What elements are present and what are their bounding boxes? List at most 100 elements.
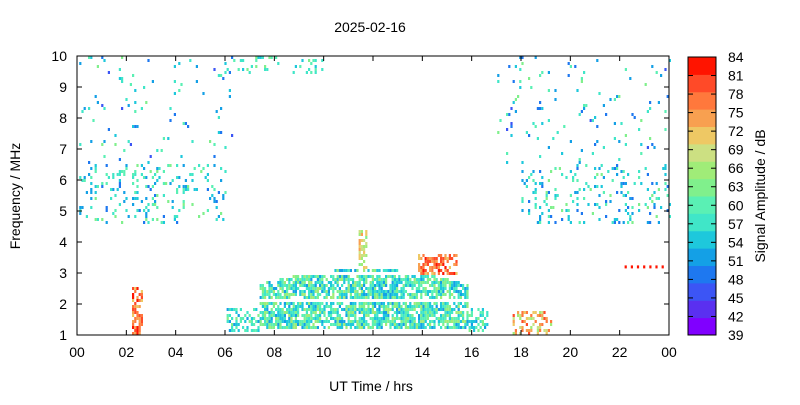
heatmap-cell bbox=[132, 203, 135, 206]
heatmap-cell bbox=[462, 311, 465, 314]
heatmap-cell bbox=[308, 302, 311, 305]
heatmap-cell bbox=[459, 296, 462, 299]
colorbar-band bbox=[688, 248, 716, 266]
heatmap-cell bbox=[378, 320, 381, 323]
heatmap-cell bbox=[431, 311, 434, 314]
heatmap-cell bbox=[532, 311, 535, 314]
heatmap-cell bbox=[162, 182, 165, 185]
heatmap-cell bbox=[319, 281, 322, 284]
heatmap-cell bbox=[448, 272, 451, 275]
heatmap-cell bbox=[596, 185, 599, 188]
heatmap-cell bbox=[451, 311, 454, 314]
heatmap-cell bbox=[664, 68, 667, 71]
heatmap-cell bbox=[404, 326, 407, 329]
heatmap-cell bbox=[250, 329, 253, 332]
heatmap-cell bbox=[426, 290, 429, 293]
heatmap-cell bbox=[275, 323, 278, 326]
heatmap-cell bbox=[376, 281, 379, 284]
heatmap-cell bbox=[580, 212, 583, 215]
heatmap-cell bbox=[246, 317, 249, 320]
heatmap-cell bbox=[409, 281, 412, 284]
heatmap-cell bbox=[536, 326, 539, 329]
heatmap-cell bbox=[448, 308, 451, 311]
heatmap-cell bbox=[545, 194, 548, 197]
heatmap-cell bbox=[358, 248, 361, 251]
heatmap-cell bbox=[323, 284, 326, 287]
heatmap-cell bbox=[81, 110, 84, 113]
heatmap-cell bbox=[90, 167, 93, 170]
heatmap-cell bbox=[649, 197, 652, 200]
heatmap-cell bbox=[215, 200, 218, 203]
heatmap-cell bbox=[649, 265, 652, 269]
heatmap-cell bbox=[466, 311, 469, 314]
heatmap-cell bbox=[330, 287, 333, 290]
heatmap-cell bbox=[365, 308, 368, 311]
heatmap-cell bbox=[283, 293, 286, 296]
heatmap-cell bbox=[319, 287, 322, 290]
heatmap-cell bbox=[578, 188, 581, 191]
heatmap-cell bbox=[134, 290, 137, 293]
heatmap-cell bbox=[310, 308, 313, 311]
heatmap-cell bbox=[226, 320, 229, 323]
heatmap-cell bbox=[314, 302, 317, 305]
heatmap-cell bbox=[534, 56, 537, 59]
heatmap-cell bbox=[378, 290, 381, 293]
heatmap-cell bbox=[554, 197, 557, 200]
heatmap-cell bbox=[94, 218, 97, 221]
heatmap-cell bbox=[407, 314, 410, 317]
heatmap-cell bbox=[343, 281, 346, 284]
heatmap-cell bbox=[314, 296, 317, 299]
heatmap-cell bbox=[140, 293, 143, 296]
heatmap-cell bbox=[653, 146, 656, 149]
heatmap-cell bbox=[244, 314, 247, 317]
heatmap-cell bbox=[224, 170, 227, 173]
heatmap-cell bbox=[442, 260, 445, 263]
heatmap-cell bbox=[369, 326, 372, 329]
heatmap-cell bbox=[649, 221, 652, 224]
heatmap-cell bbox=[539, 326, 542, 329]
heatmap-cell bbox=[541, 122, 544, 125]
heatmap-cell bbox=[132, 305, 135, 308]
heatmap-cell bbox=[459, 314, 462, 317]
heatmap-cell bbox=[646, 221, 649, 224]
heatmap-cell bbox=[365, 281, 368, 284]
heatmap-cell bbox=[525, 323, 528, 326]
heatmap-cell bbox=[387, 302, 390, 305]
heatmap-cell bbox=[334, 311, 337, 314]
colorbar-band bbox=[688, 109, 716, 127]
heatmap-cell bbox=[398, 323, 401, 326]
heatmap-cell bbox=[435, 296, 438, 299]
heatmap-cell bbox=[321, 287, 324, 290]
heatmap-cell bbox=[235, 326, 238, 329]
heatmap-cell bbox=[629, 218, 632, 221]
heatmap-cell bbox=[338, 323, 341, 326]
heatmap-cell bbox=[292, 302, 295, 305]
heatmap-cell bbox=[433, 257, 436, 260]
heatmap-cell bbox=[442, 287, 445, 290]
heatmap-cell bbox=[266, 281, 269, 284]
heatmap-cell bbox=[371, 302, 374, 305]
heatmap-cell bbox=[446, 272, 449, 275]
heatmap-cell bbox=[655, 197, 658, 200]
heatmap-cell bbox=[255, 329, 258, 332]
heatmap-cell bbox=[455, 305, 458, 308]
heatmap-cell bbox=[396, 314, 399, 317]
heatmap-cell bbox=[88, 107, 91, 110]
colorbar-tick-label: 45 bbox=[728, 290, 744, 306]
heatmap-cell bbox=[426, 257, 429, 260]
heatmap-cell bbox=[264, 308, 267, 311]
heatmap-cell bbox=[451, 287, 454, 290]
heatmap-cell bbox=[308, 284, 311, 287]
heatmap-cell bbox=[653, 206, 656, 209]
heatmap-cell bbox=[308, 323, 311, 326]
heatmap-cell bbox=[536, 332, 539, 335]
heatmap-cell bbox=[347, 308, 350, 311]
heatmap-cell bbox=[123, 200, 126, 203]
heatmap-cell bbox=[431, 257, 434, 260]
heatmap-cell bbox=[325, 302, 328, 305]
heatmap-cell bbox=[343, 293, 346, 296]
heatmap-cell bbox=[429, 269, 432, 272]
heatmap-cell bbox=[308, 314, 311, 317]
heatmap-cell bbox=[96, 218, 99, 221]
heatmap-cell bbox=[371, 290, 374, 293]
